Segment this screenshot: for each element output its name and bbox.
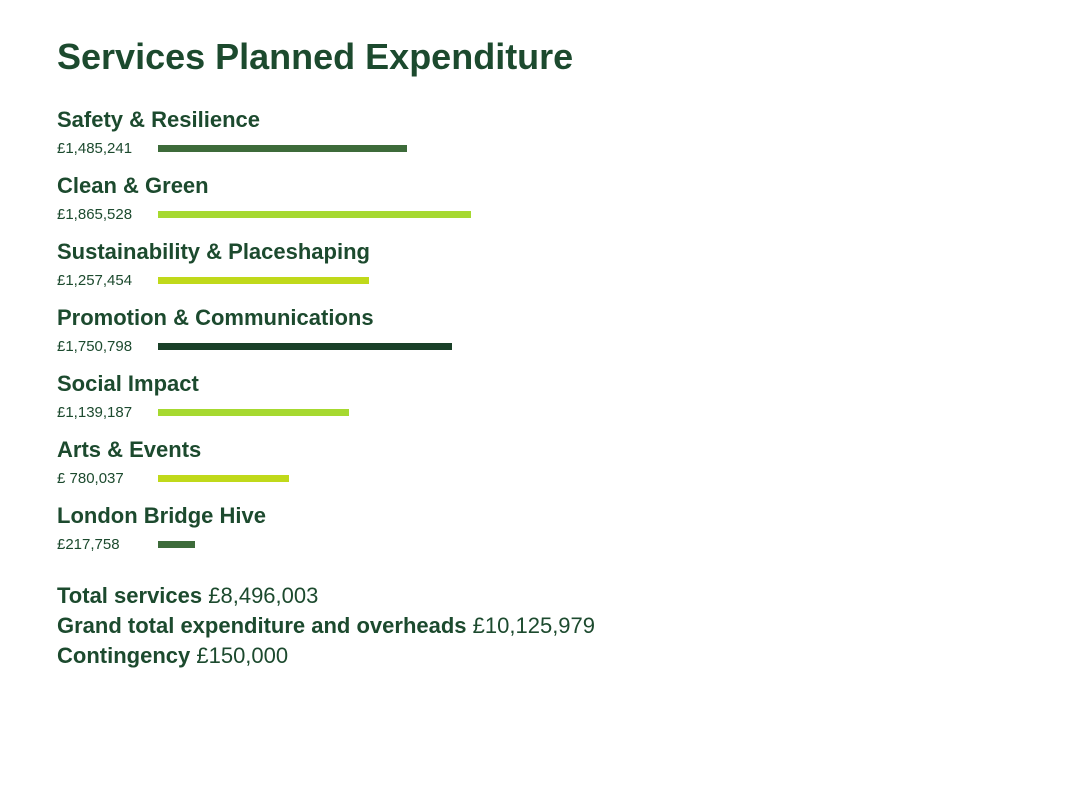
value-label: £1,139,187 (57, 404, 133, 421)
category-label: Safety & Resilience (57, 107, 260, 132)
contingency-line: Contingency £150,000 (57, 641, 595, 671)
totals-block: Total services £8,496,003 Grand total ex… (57, 581, 595, 671)
total-services-value: £8,496,003 (208, 583, 319, 608)
grand-total-line: Grand total expenditure and overheads £1… (57, 611, 595, 641)
category-label: Social Impact (57, 371, 199, 396)
bar-row: Social Impact £1,139,187 (57, 370, 757, 436)
bar-social-impact (158, 409, 349, 416)
value-label: £1,750,798 (57, 338, 133, 355)
value-label: £1,865,528 (57, 206, 133, 223)
bar-row: London Bridge Hive £217,758 (57, 502, 757, 568)
bar-row: Clean & Green £1,865,528 (57, 172, 757, 238)
bar-row: Safety & Resilience £1,485,241 (57, 106, 757, 172)
value-label: £217,758 (57, 536, 120, 553)
bar-sustainability-placeshaping (158, 277, 369, 284)
chart-title: Services Planned Expenditure (57, 36, 574, 77)
bar-safety-resilience (158, 145, 407, 152)
contingency-value: £150,000 (196, 643, 289, 668)
total-services-line: Total services £8,496,003 (57, 581, 595, 611)
bar-promotion-communications (158, 343, 452, 350)
bar-london-bridge-hive (158, 541, 195, 548)
category-label: London Bridge Hive (57, 503, 266, 528)
category-label: Clean & Green (57, 173, 209, 198)
grand-total-label: Grand total expenditure and overheads (57, 613, 467, 638)
total-services-label: Total services (57, 583, 203, 608)
bar-arts-events (158, 475, 289, 482)
category-label: Sustainability & Placeshaping (57, 239, 370, 264)
bar-row: Sustainability & Placeshaping £1,257,454 (57, 238, 757, 304)
contingency-label: Contingency (57, 643, 191, 668)
value-label: £1,485,241 (57, 140, 133, 157)
grand-total-value: £10,125,979 (472, 613, 596, 638)
category-label: Arts & Events (57, 437, 202, 462)
bar-chart: Safety & Resilience £1,485,241 Clean & G… (57, 106, 757, 568)
bar-row: Arts & Events £ 780,037 (57, 436, 757, 502)
value-label: £1,257,454 (57, 272, 133, 289)
bar-clean-green (158, 211, 471, 218)
value-label: £ 780,037 (57, 470, 124, 487)
category-label: Promotion & Communications (57, 305, 374, 330)
bar-row: Promotion & Communications £1,750,798 (57, 304, 757, 370)
